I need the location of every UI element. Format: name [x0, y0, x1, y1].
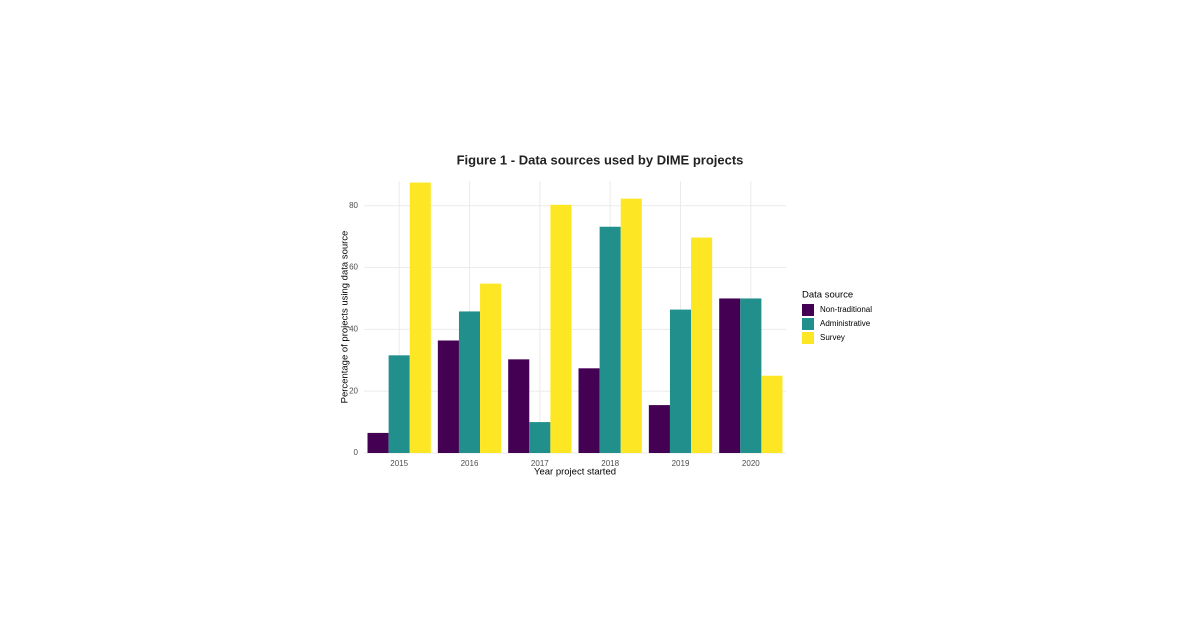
bar: [529, 422, 551, 453]
legend-swatch: [802, 332, 814, 344]
bar: [691, 237, 713, 453]
y-tick-label: 40: [349, 324, 358, 333]
bar: [550, 204, 572, 453]
x-tick-label: 2018: [601, 459, 619, 468]
bar: [480, 283, 502, 453]
x-tick-label: 2020: [742, 459, 760, 468]
y-tick-label: 60: [349, 263, 358, 272]
legend-swatch: [802, 318, 814, 330]
legend-label: Administrative: [820, 319, 871, 328]
bar: [437, 340, 459, 453]
bar: [648, 405, 670, 453]
bar: [508, 359, 530, 453]
x-axis-title: Year project started: [534, 467, 616, 478]
y-tick-label: 80: [349, 201, 358, 210]
bar: [458, 311, 481, 453]
bar: [578, 368, 600, 453]
bar: [740, 298, 762, 453]
x-tick-label: 2016: [461, 459, 479, 468]
legend-swatch: [802, 304, 814, 316]
bar: [367, 432, 389, 453]
y-tick-label: 0: [354, 448, 359, 457]
legend-title: Data source: [802, 290, 853, 301]
bar: [388, 355, 410, 453]
legend-label: Non-traditional: [820, 305, 872, 314]
chart-title: Figure 1 - Data sources used by DIME pro…: [457, 152, 744, 167]
bar: [719, 298, 741, 453]
legend-label: Survey: [820, 333, 845, 342]
x-tick-label: 2019: [672, 459, 690, 468]
x-tick-label: 2017: [531, 459, 549, 468]
x-tick-label: 2015: [390, 459, 408, 468]
y-tick-label: 20: [349, 386, 358, 395]
bar: [669, 309, 692, 453]
bar: [620, 198, 642, 453]
y-axis-title: Percentage of projects using data source: [340, 231, 351, 404]
bar: [761, 375, 783, 453]
bar: [599, 226, 621, 453]
bar: [409, 182, 431, 453]
